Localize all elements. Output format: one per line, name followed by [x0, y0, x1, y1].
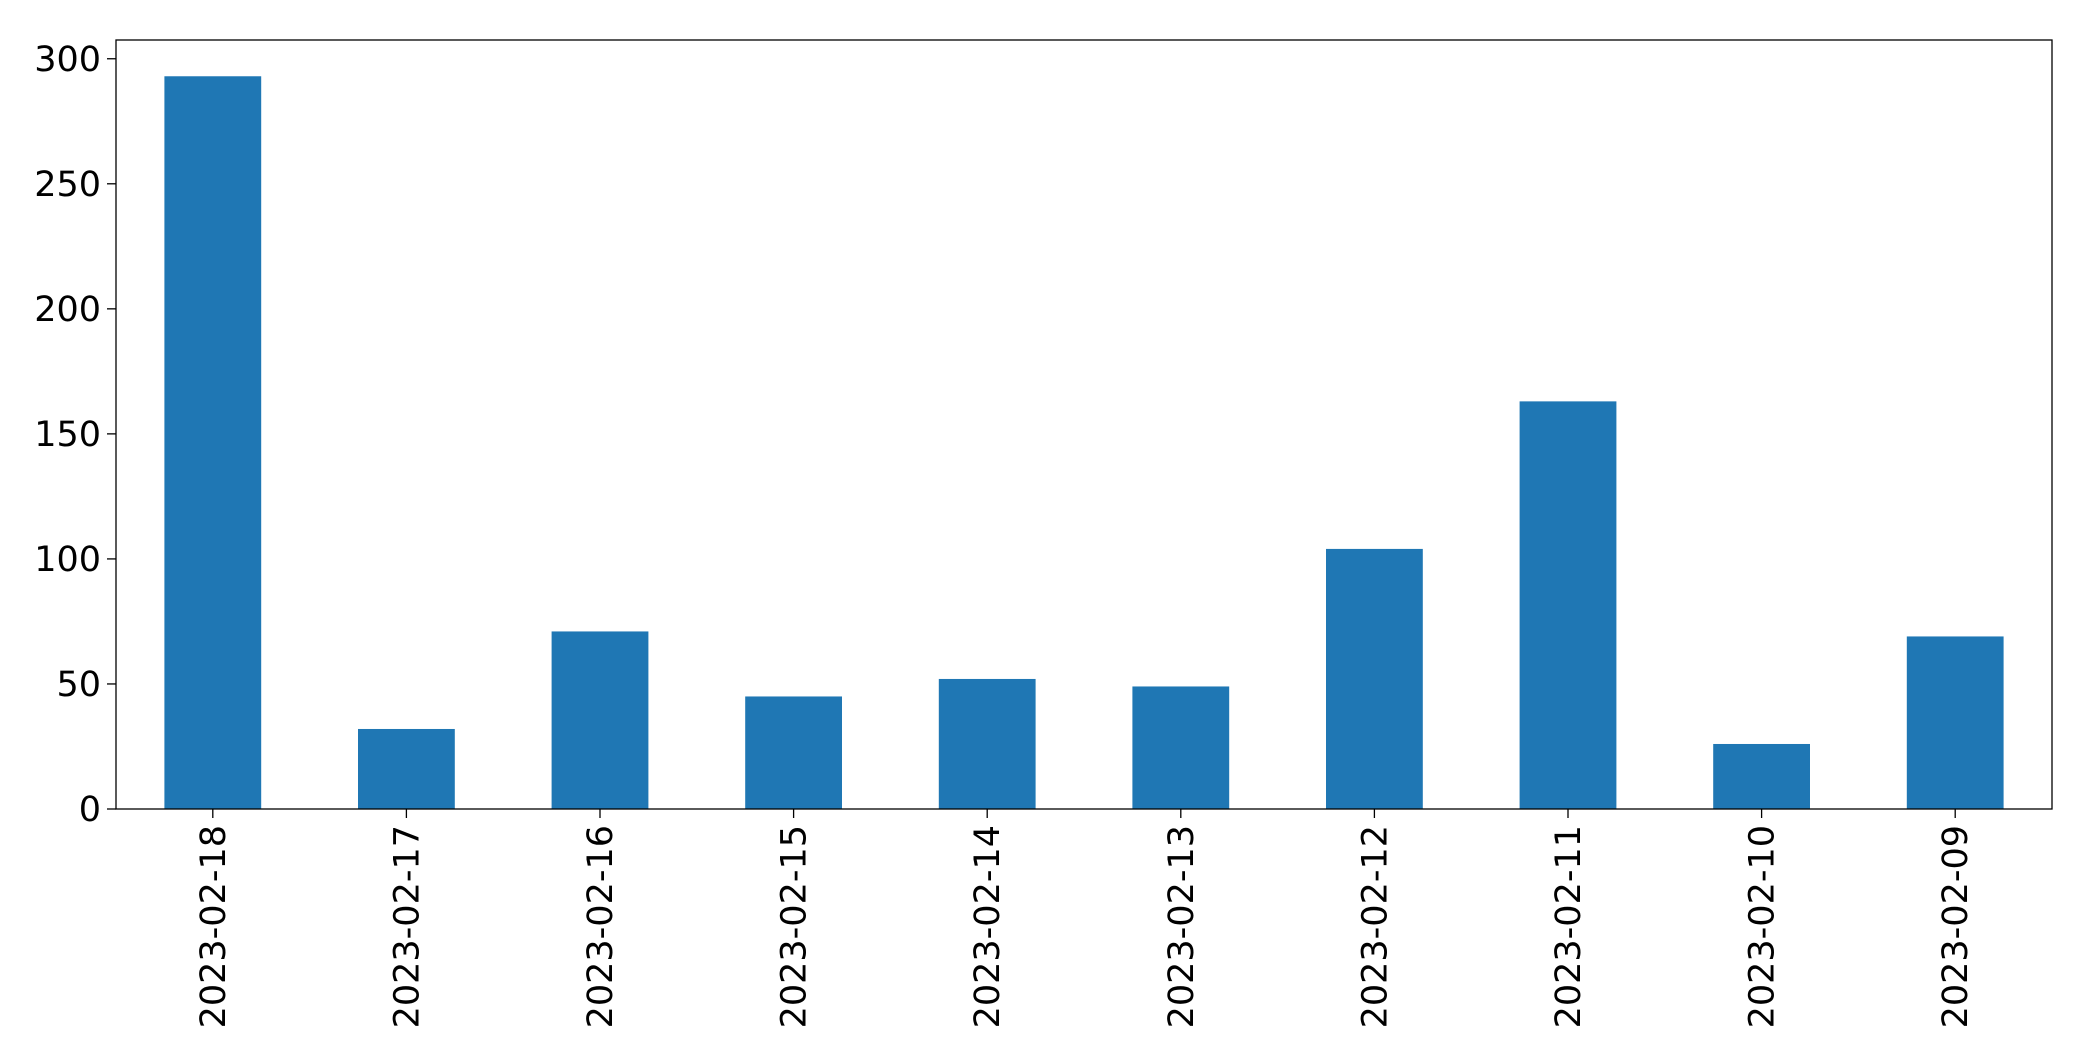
bar [938, 678, 1036, 809]
y-tick-label: 0 [79, 790, 101, 830]
bar [551, 631, 649, 809]
x-tick-label: 2023-02-15 [775, 825, 815, 1028]
y-tick-label: 150 [34, 415, 101, 455]
bar [358, 728, 455, 809]
bar [745, 696, 842, 809]
x-tick-label: 2023-02-17 [387, 825, 427, 1028]
x-tick-label: 2023-02-09 [1936, 825, 1976, 1028]
bar [1906, 636, 2004, 809]
x-tick-label: 2023-02-18 [194, 825, 234, 1028]
y-tick-label: 50 [56, 665, 101, 705]
x-tick-label: 2023-02-16 [581, 825, 621, 1028]
x-tick-label: 2023-02-11 [1549, 825, 1589, 1028]
bar [164, 76, 262, 810]
bar [1326, 548, 1423, 809]
bar [1132, 686, 1230, 809]
y-tick-label: 250 [34, 165, 101, 205]
plot-frame [115, 39, 2053, 810]
x-tick-label: 2023-02-13 [1162, 825, 1202, 1028]
x-tick-label: 2023-02-10 [1743, 825, 1783, 1028]
x-tick-label: 2023-02-12 [1355, 825, 1395, 1028]
bar [1519, 401, 1617, 809]
y-tick-label: 300 [34, 40, 101, 80]
y-tick-label: 100 [34, 540, 101, 580]
x-tick-label: 2023-02-14 [968, 825, 1008, 1028]
y-tick-label: 200 [34, 290, 101, 330]
bar [1713, 743, 1810, 809]
